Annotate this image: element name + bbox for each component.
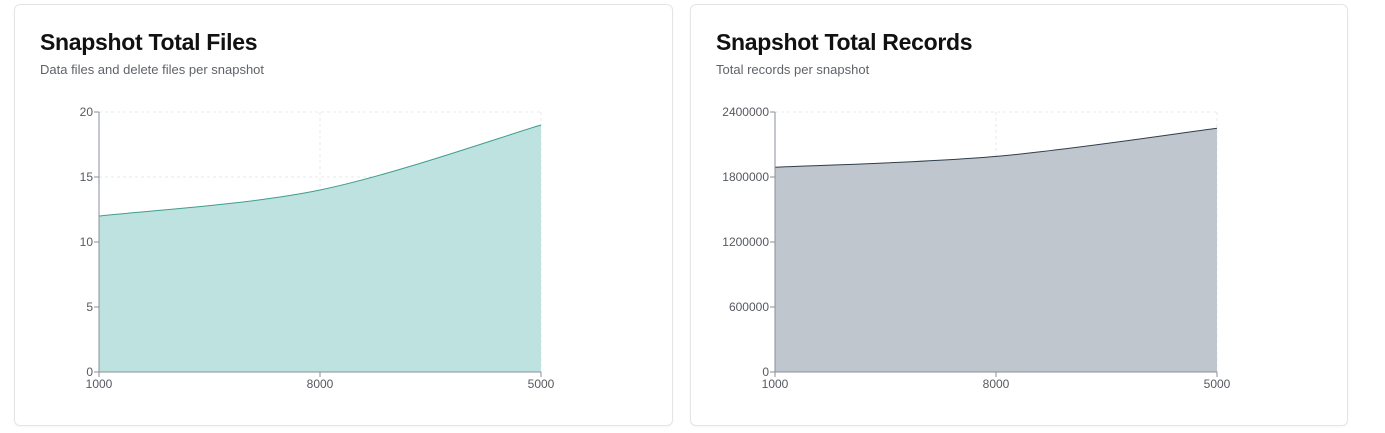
x-tick-label: 1000	[762, 377, 789, 391]
y-tick-label: 5	[86, 300, 93, 314]
y-tick-label: 600000	[729, 300, 769, 314]
y-tick-label: 0	[86, 365, 93, 379]
y-tick-label: 10	[80, 235, 94, 249]
x-tick-label: 8000	[983, 377, 1010, 391]
y-tick-label: 1800000	[722, 170, 769, 184]
x-tick-label: 1000	[86, 377, 113, 391]
series-area	[775, 128, 1217, 372]
x-tick-label: 5000	[528, 377, 555, 391]
snapshot-total-records-card: Snapshot Total Records Total records per…	[690, 4, 1348, 426]
card-subtitle: Total records per snapshot	[716, 62, 870, 77]
card-title: Snapshot Total Records	[716, 29, 973, 55]
series-line	[774, 127, 1218, 168]
card-title: Snapshot Total Files	[40, 29, 258, 55]
y-tick-label: 0	[762, 365, 769, 379]
y-tick-label: 2400000	[722, 105, 769, 119]
series-line	[98, 124, 542, 217]
x-tick-label: 8000	[307, 377, 334, 391]
card-subtitle: Data files and delete files per snapshot	[40, 62, 265, 77]
y-tick-label: 1200000	[722, 235, 769, 249]
y-tick-label: 15	[80, 170, 94, 184]
records-area-chart: 0 600000 1200000 1800000 2400000 1000 8000 5000	[722, 105, 1231, 391]
files-area-chart: 0 5 10 15 20 1000 8000 5000	[80, 105, 555, 391]
y-tick-label: 20	[80, 105, 94, 119]
x-tick-label: 5000	[1204, 377, 1231, 391]
series-area	[99, 125, 541, 372]
snapshot-total-files-card: Snapshot Total Files Data files and dele…	[14, 4, 673, 426]
